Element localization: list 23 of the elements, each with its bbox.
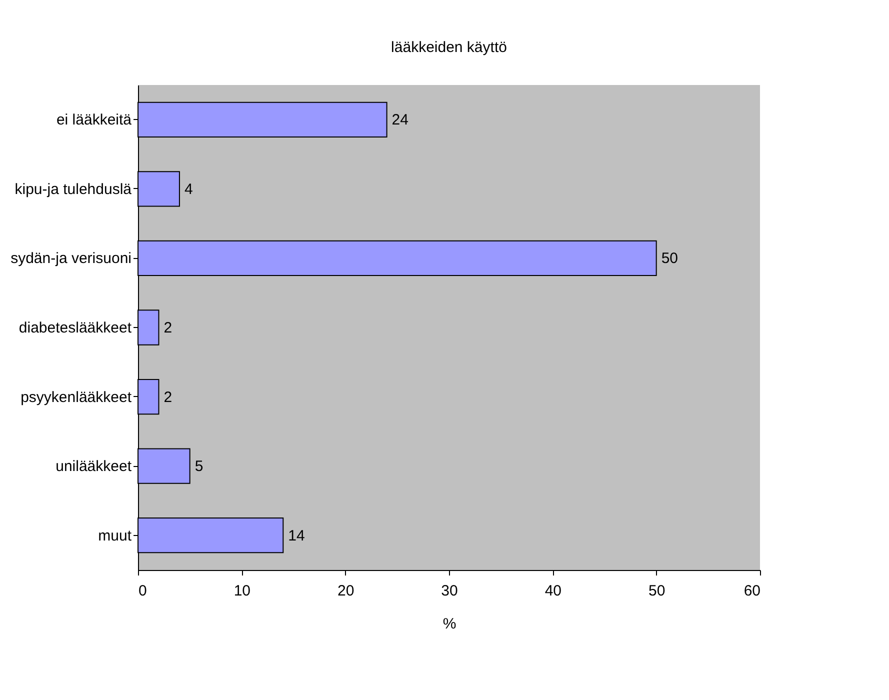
y-tick-label: psyykenlääkkeet	[20, 388, 132, 406]
data-label: 4	[184, 180, 193, 198]
y-tick-label: diabeteslääkkeet	[18, 320, 132, 336]
x-tick-label: 30	[441, 582, 458, 600]
data-label: 50	[661, 250, 678, 268]
y-tick-label: ei lääkkeitä	[56, 112, 132, 129]
data-label: 5	[194, 458, 204, 476]
y-tick-label: sydän-ja verisuoni	[10, 250, 132, 268]
x-tick-label: 60	[744, 582, 760, 600]
x-tick-label: 10	[234, 582, 251, 600]
x-axis-title: %	[442, 616, 456, 632]
x-tick-label: 50	[648, 582, 666, 600]
x-tick-label: 0	[138, 582, 147, 600]
y-tick-label: unilääkkeet	[56, 458, 132, 476]
data-label: 14	[288, 527, 305, 544]
y-tick-label: muut	[98, 527, 132, 544]
data-label: 2	[164, 388, 172, 406]
x-tick-label: 40	[544, 582, 562, 600]
chart-title: lääkkeiden käyttö	[391, 39, 507, 56]
data-label: 24	[392, 112, 408, 129]
x-tick-label: 20	[337, 582, 354, 600]
y-tick-label: kipu-ja tulehduslä	[14, 180, 132, 198]
data-label: 2	[164, 320, 172, 336]
